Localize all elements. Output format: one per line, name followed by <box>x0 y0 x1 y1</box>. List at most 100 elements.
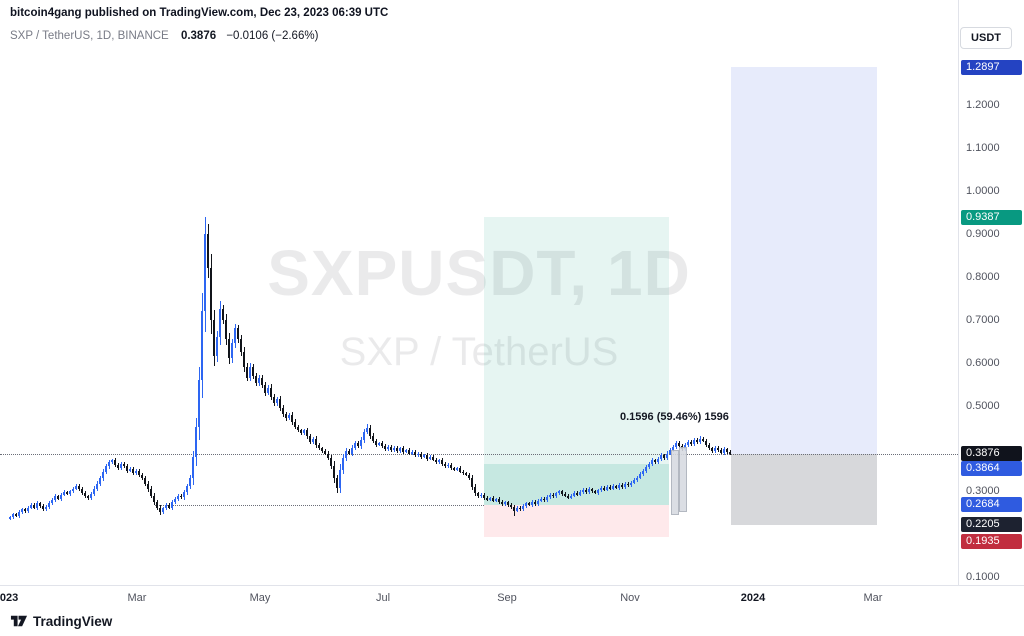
candle-down <box>483 494 485 498</box>
candle-down <box>501 502 503 505</box>
candle-down <box>150 489 152 496</box>
candle-down <box>564 493 566 496</box>
chart-canvas[interactable]: SXPUSDT, 1D SXP / TetherUS 0.1596 (59.46… <box>0 0 958 585</box>
candle-down <box>552 494 554 497</box>
candle-up <box>354 443 356 448</box>
candle-up <box>378 443 380 445</box>
candle-down <box>690 441 692 445</box>
candle-down <box>138 470 140 475</box>
candle-down <box>357 443 359 447</box>
candle-down <box>369 427 371 436</box>
candle-up <box>582 489 584 493</box>
price-badge: 0.2205 <box>961 516 1022 532</box>
candle-down <box>273 396 275 404</box>
candle-up <box>642 470 644 475</box>
price-axis[interactable]: 1.2000 1.1000 1.0000 0.9000 0.8000 0.7000 0.60… <box>958 0 1024 585</box>
range-annotation: 0.1596 (59.46%) 1596 <box>620 411 729 423</box>
candle-down <box>144 478 146 484</box>
price-badge: 0.3876 <box>961 446 1022 462</box>
candle-up <box>624 483 626 487</box>
candle-down <box>123 463 125 467</box>
time-axis-label: May <box>249 592 271 604</box>
price-tick-label: 0.5000 <box>966 399 1000 412</box>
candle-down <box>468 474 470 479</box>
candle-up <box>393 447 395 451</box>
candle-down <box>213 319 215 357</box>
candle-down <box>270 387 272 397</box>
candle-down <box>327 453 329 458</box>
currency-toggle-button[interactable]: USDT <box>960 27 1012 49</box>
candle-up <box>75 486 77 489</box>
candle-up <box>51 499 53 504</box>
candle-up <box>18 511 20 516</box>
candle-up <box>387 446 389 450</box>
candle-up <box>189 478 191 487</box>
symbol-change: −0.0106 (−2.66%) <box>226 30 319 42</box>
price-tick-label: 1.2000 <box>966 99 1000 112</box>
candle-down <box>708 444 710 449</box>
tradingview-brand[interactable]: TradingView <box>10 612 112 630</box>
candle-down <box>81 489 83 493</box>
time-axis[interactable]: 2023 Mar May Jul Sep Nov 2024 Mar <box>0 585 1024 612</box>
candle-down <box>375 440 377 445</box>
tradingview-wordmark: TradingView <box>33 613 113 629</box>
candle-up <box>342 457 344 470</box>
candle-up <box>231 343 233 359</box>
candle-up <box>303 430 305 434</box>
candle-down <box>84 492 86 497</box>
candle-down <box>426 455 428 459</box>
candle-up <box>93 488 95 494</box>
candle-down <box>720 450 722 453</box>
candle-down <box>297 426 299 431</box>
candle-down <box>678 443 680 447</box>
candle-up <box>96 483 98 489</box>
candle-down <box>78 486 80 490</box>
candle-up <box>366 427 368 433</box>
gray-bar-1 <box>671 450 679 516</box>
candle-up <box>120 463 122 468</box>
candle-up <box>411 451 413 454</box>
candle-up <box>186 486 188 493</box>
candle-up <box>12 514 14 517</box>
symbol-price: 0.3876 <box>180 30 217 42</box>
candle-down <box>39 503 41 506</box>
candle-up <box>63 492 65 495</box>
candle-down <box>726 449 728 452</box>
candle-up <box>192 456 194 479</box>
candle-up <box>693 439 695 445</box>
candle-down <box>261 377 263 385</box>
symbol-name: SXP / TetherUS, 1D, BINANCE <box>10 30 169 42</box>
candle-up <box>165 505 167 509</box>
candle-down <box>255 375 257 384</box>
candle-down <box>477 493 479 497</box>
entry-zone-box <box>484 463 669 505</box>
candle-down <box>228 339 230 359</box>
candle-down <box>402 448 404 452</box>
candle-down <box>279 399 281 408</box>
candle-up <box>669 450 671 454</box>
candle-down <box>300 430 302 434</box>
candle-up <box>417 453 419 456</box>
candle-up <box>630 482 632 486</box>
candle-up <box>21 509 23 512</box>
candle-down <box>498 499 500 502</box>
candle-up <box>234 328 236 344</box>
candle-up <box>258 377 260 384</box>
candle-up <box>54 496 56 500</box>
long-target-box <box>484 217 669 505</box>
candle-down <box>42 505 44 510</box>
candle-down <box>24 509 26 512</box>
candle-up <box>495 499 497 501</box>
symbol-info: SXP / TetherUS, 1D, BINANCE 0.3876 −0.01… <box>10 30 318 42</box>
candle-up <box>48 503 50 507</box>
price-badge: 0.2684 <box>961 497 1022 513</box>
candle-down <box>336 478 338 488</box>
time-axis-label: Mar <box>127 592 147 604</box>
candle-down <box>237 328 239 340</box>
candle-down <box>471 478 473 487</box>
candle-down <box>243 351 245 367</box>
candle-up <box>429 456 431 459</box>
candle-up <box>45 506 47 510</box>
candle-down <box>309 436 311 442</box>
candle-down <box>591 489 593 492</box>
